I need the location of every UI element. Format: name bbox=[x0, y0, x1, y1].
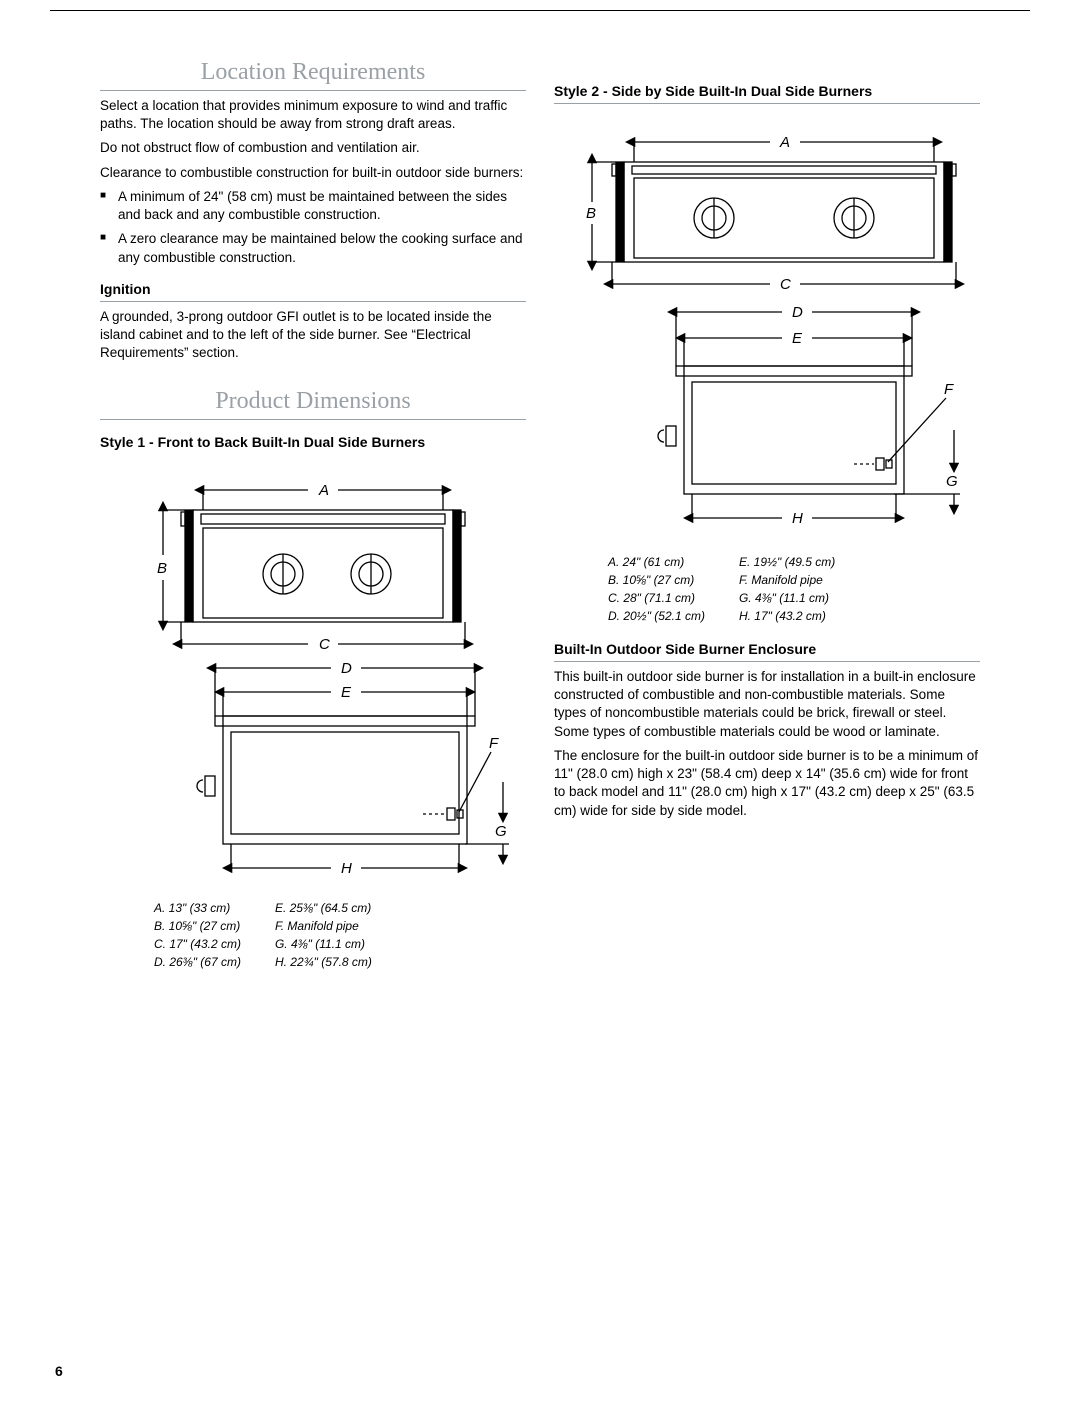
style1-svg: A B C D E F G H bbox=[113, 460, 513, 890]
dim-label-g: G bbox=[495, 823, 507, 840]
style1-diagram: A B C D E F G H bbox=[100, 460, 526, 893]
dim-label-d: D bbox=[341, 660, 352, 677]
page-number: 6 bbox=[55, 1363, 63, 1379]
enclosure-heading: Built-In Outdoor Side Burner Enclosure bbox=[554, 641, 980, 662]
ignition-text: A grounded, 3-prong outdoor GFI outlet i… bbox=[100, 308, 526, 363]
enclosure-p1: This built-in outdoor side burner is for… bbox=[554, 668, 980, 741]
legend-item: A. 24" (61 cm) bbox=[608, 553, 705, 571]
dim-label-h: H bbox=[792, 510, 803, 527]
dim-label-c: C bbox=[780, 276, 791, 293]
style2-diagram: A B C D E F G H bbox=[554, 114, 980, 547]
style1-heading: Style 1 - Front to Back Built-In Dual Si… bbox=[100, 434, 526, 450]
clearance-item: A zero clearance may be maintained below… bbox=[118, 230, 526, 266]
dim-label-a: A bbox=[779, 134, 790, 151]
legend-item: H. 17" (43.2 cm) bbox=[739, 607, 835, 625]
enclosure-p2: The enclosure for the built-in outdoor s… bbox=[554, 747, 980, 820]
style2-heading: Style 2 - Side by Side Built-In Dual Sid… bbox=[554, 51, 980, 104]
dim-label-h: H bbox=[341, 860, 352, 877]
legend-item: H. 22¾" (57.8 cm) bbox=[275, 953, 372, 971]
legend-item: C. 17" (43.2 cm) bbox=[154, 935, 241, 953]
legend-item: B. 10⅝" (27 cm) bbox=[608, 571, 705, 589]
heading-location-requirements: Location Requirements bbox=[100, 59, 526, 91]
legend-item: F. Manifold pipe bbox=[275, 917, 372, 935]
legend-item: D. 26⅜" (67 cm) bbox=[154, 953, 241, 971]
legend-item: B. 10⅝" (27 cm) bbox=[154, 917, 241, 935]
legend-item: F. Manifold pipe bbox=[739, 571, 835, 589]
dim-label-c: C bbox=[319, 636, 330, 653]
location-p1: Select a location that provides minimum … bbox=[100, 97, 526, 133]
dim-label-b: B bbox=[157, 560, 167, 577]
clearance-item: A minimum of 24" (58 cm) must be maintai… bbox=[118, 188, 526, 224]
dim-label-d: D bbox=[792, 304, 803, 321]
legend-item: A. 13" (33 cm) bbox=[154, 899, 241, 917]
legend-item: C. 28" (71.1 cm) bbox=[608, 589, 705, 607]
legend-item: D. 20½" (52.1 cm) bbox=[608, 607, 705, 625]
dim-label-a: A bbox=[318, 482, 329, 499]
location-p2: Do not obstruct flow of combustion and v… bbox=[100, 139, 526, 157]
legend-item: E. 19½" (49.5 cm) bbox=[739, 553, 835, 571]
style1-legend: A. 13" (33 cm) B. 10⅝" (27 cm) C. 17" (4… bbox=[100, 899, 526, 971]
dim-label-g: G bbox=[946, 473, 958, 490]
style2-legend: A. 24" (61 cm) B. 10⅝" (27 cm) C. 28" (7… bbox=[554, 553, 980, 625]
ignition-heading: Ignition bbox=[100, 281, 526, 302]
location-p3: Clearance to combustible construction fo… bbox=[100, 164, 526, 182]
legend-item: E. 25⅜" (64.5 cm) bbox=[275, 899, 372, 917]
clearance-list: A minimum of 24" (58 cm) must be maintai… bbox=[100, 188, 526, 267]
dim-label-e: E bbox=[792, 330, 803, 347]
dim-label-b: B bbox=[586, 205, 596, 222]
dim-label-f: F bbox=[489, 735, 499, 752]
right-column: Style 2 - Side by Side Built-In Dual Sid… bbox=[554, 51, 980, 971]
legend-item: G. 4⅜" (11.1 cm) bbox=[739, 589, 835, 607]
legend-item: G. 4⅜" (11.1 cm) bbox=[275, 935, 372, 953]
dim-label-f: F bbox=[944, 381, 954, 398]
style2-svg: A B C D E F G H bbox=[554, 114, 984, 544]
dim-label-e: E bbox=[341, 684, 352, 701]
left-column: Location Requirements Select a location … bbox=[100, 51, 526, 971]
heading-product-dimensions: Product Dimensions bbox=[100, 388, 526, 420]
